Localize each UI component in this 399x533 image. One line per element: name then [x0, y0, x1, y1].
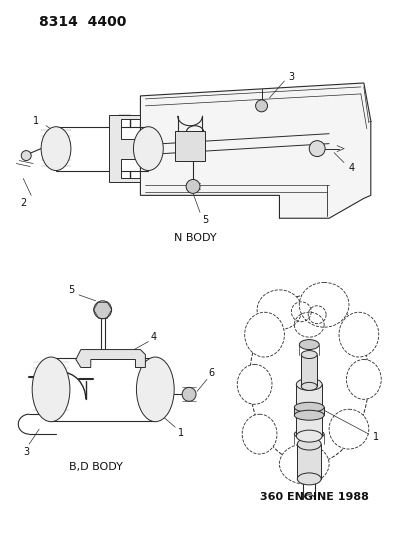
Ellipse shape	[296, 378, 322, 390]
Ellipse shape	[294, 402, 324, 412]
Ellipse shape	[294, 410, 324, 420]
Ellipse shape	[32, 357, 70, 422]
Ellipse shape	[250, 295, 369, 464]
Bar	[301, 354, 317, 386]
Circle shape	[186, 180, 200, 193]
Text: B,D BODY: B,D BODY	[69, 462, 122, 472]
Bar	[296, 384, 322, 436]
Ellipse shape	[296, 430, 322, 442]
Ellipse shape	[299, 282, 349, 327]
Text: 5: 5	[202, 215, 208, 225]
Text: N BODY: N BODY	[174, 233, 216, 243]
Text: 3: 3	[288, 72, 294, 82]
Ellipse shape	[41, 127, 71, 171]
Ellipse shape	[346, 360, 381, 399]
Circle shape	[256, 100, 267, 112]
Text: 4: 4	[349, 163, 355, 173]
Text: 2: 2	[20, 198, 26, 208]
Ellipse shape	[301, 351, 317, 359]
Text: 1: 1	[33, 116, 39, 126]
Text: 6: 6	[209, 368, 215, 378]
Circle shape	[21, 151, 31, 160]
Ellipse shape	[242, 414, 277, 454]
Ellipse shape	[299, 340, 319, 350]
Text: 5: 5	[68, 285, 74, 295]
Bar	[175, 131, 205, 160]
Ellipse shape	[297, 438, 321, 450]
Text: 1: 1	[178, 428, 184, 438]
Ellipse shape	[257, 290, 302, 330]
Circle shape	[94, 301, 112, 319]
Ellipse shape	[297, 473, 321, 485]
Ellipse shape	[301, 382, 317, 390]
Ellipse shape	[339, 312, 379, 357]
Polygon shape	[76, 350, 145, 367]
Ellipse shape	[329, 409, 369, 449]
Ellipse shape	[279, 444, 329, 484]
Circle shape	[309, 141, 325, 157]
Polygon shape	[109, 115, 140, 182]
Text: 3: 3	[23, 447, 29, 457]
Ellipse shape	[245, 312, 284, 357]
Bar	[297, 444, 321, 479]
Text: 360 ENGINE 1988: 360 ENGINE 1988	[260, 492, 369, 502]
Circle shape	[182, 387, 196, 401]
Text: 4: 4	[150, 332, 156, 342]
Ellipse shape	[136, 357, 174, 422]
Ellipse shape	[294, 429, 324, 439]
Text: 1: 1	[373, 432, 379, 442]
Ellipse shape	[133, 127, 163, 171]
Bar	[294, 407, 324, 415]
Ellipse shape	[237, 365, 272, 404]
Text: 8314  4400: 8314 4400	[39, 15, 126, 29]
Polygon shape	[140, 83, 371, 218]
